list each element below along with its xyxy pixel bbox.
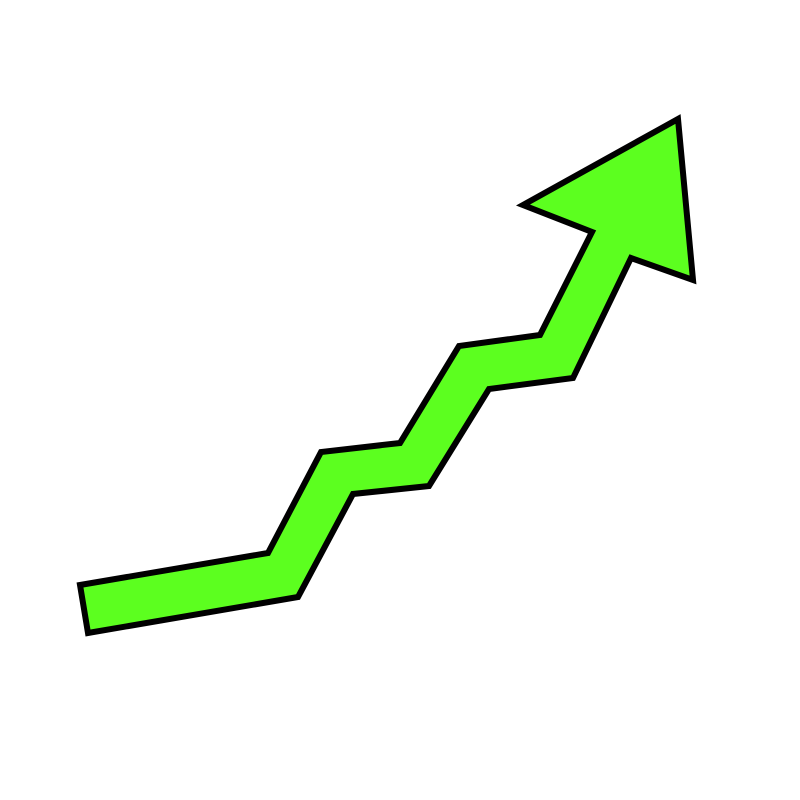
arrow-shape	[76, 114, 697, 637]
